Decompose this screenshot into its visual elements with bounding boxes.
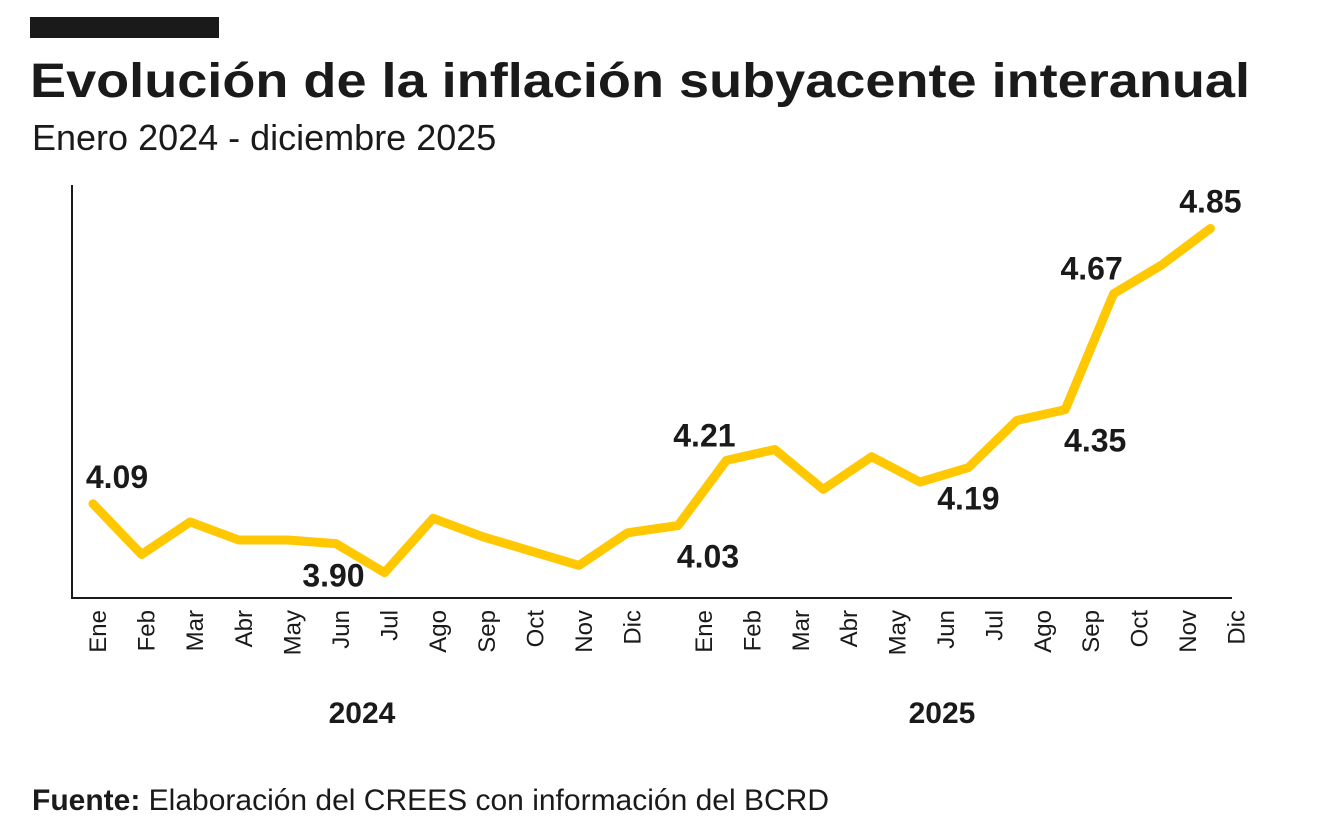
x-tick-label: Feb [739, 610, 766, 651]
x-tick-label: Ago [1030, 610, 1057, 653]
year-label: 2025 [909, 697, 976, 730]
x-tick-label: May [279, 610, 306, 655]
x-tick-label: Oct [522, 610, 549, 648]
x-tick-label: Nov [1175, 610, 1202, 653]
source-label: Fuente: [32, 784, 140, 817]
x-tick-label: Abr [231, 610, 258, 647]
chart-subtitle: Enero 2024 - diciembre 2025 [32, 117, 496, 158]
x-tick-label: Sep [1078, 610, 1105, 653]
data-label: 4.03 [677, 539, 739, 575]
data-label: 4.85 [1179, 183, 1241, 219]
x-tick-label: Jul [377, 610, 404, 641]
x-tick-label: May [885, 610, 912, 655]
chart-title: Evolución de la inflación subyacente int… [30, 55, 1250, 108]
series-line [88, 223, 1215, 578]
x-tick-label: Jul [981, 610, 1008, 641]
title-bar-decoration [30, 17, 219, 38]
year-label: 2024 [329, 697, 396, 730]
x-tick-label: Jun [933, 610, 960, 649]
x-tick-label: Oct [1127, 610, 1154, 648]
data-label: 4.35 [1064, 423, 1126, 459]
x-tick-label: Sep [474, 610, 501, 653]
data-label: 4.09 [86, 459, 148, 495]
x-tick-label: Abr [836, 610, 863, 647]
x-tick-label: Mar [788, 610, 815, 651]
data-label: 4.19 [937, 481, 999, 517]
x-tick-label: Dic [620, 610, 647, 645]
x-tick-label: Feb [134, 610, 161, 651]
data-label: 4.21 [673, 417, 735, 453]
x-tick-label: Ene [85, 610, 112, 653]
x-tick-label: Mar [182, 610, 209, 651]
x-tick-label: Ene [691, 610, 718, 653]
source-note: Fuente: Elaboración del CREES con inform… [32, 784, 829, 817]
data-label: 4.67 [1060, 251, 1122, 287]
x-tick-label: Dic [1223, 610, 1250, 645]
x-tick-label: Jun [328, 610, 355, 649]
data-label: 3.90 [302, 558, 364, 594]
source-text: Elaboración del CREES con información de… [140, 784, 829, 817]
x-tick-label: Ago [425, 610, 452, 653]
x-tick-label: Nov [571, 610, 598, 653]
